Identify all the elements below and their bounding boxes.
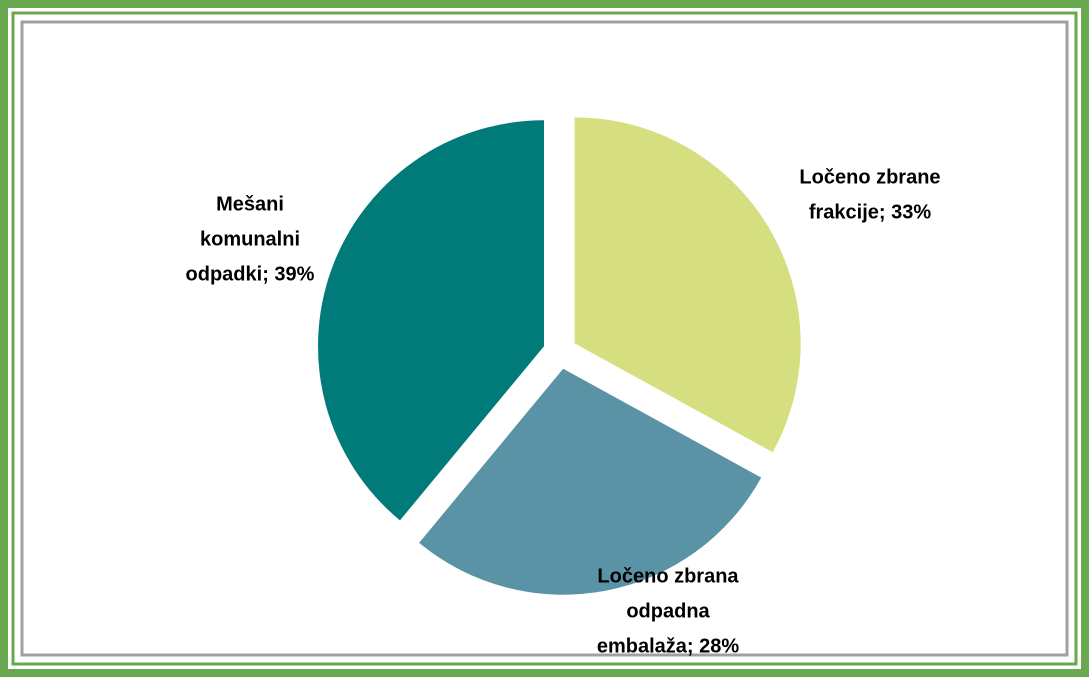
data-label: frakcije; 33% [809,201,932,223]
data-label: embalaža; 28% [597,635,740,657]
data-label: Mešani [216,193,284,215]
pie-slice [318,120,545,521]
frame-inner [11,11,1078,666]
data-label: komunalni [200,228,300,250]
pie-slice [419,368,762,595]
data-label: odpadna [626,600,710,622]
data-label: odpadki; 39% [186,263,315,285]
data-label: Ločeno zbrane [799,166,940,188]
data-label: Ločeno zbrana [597,565,739,587]
pie-slice [574,117,801,453]
